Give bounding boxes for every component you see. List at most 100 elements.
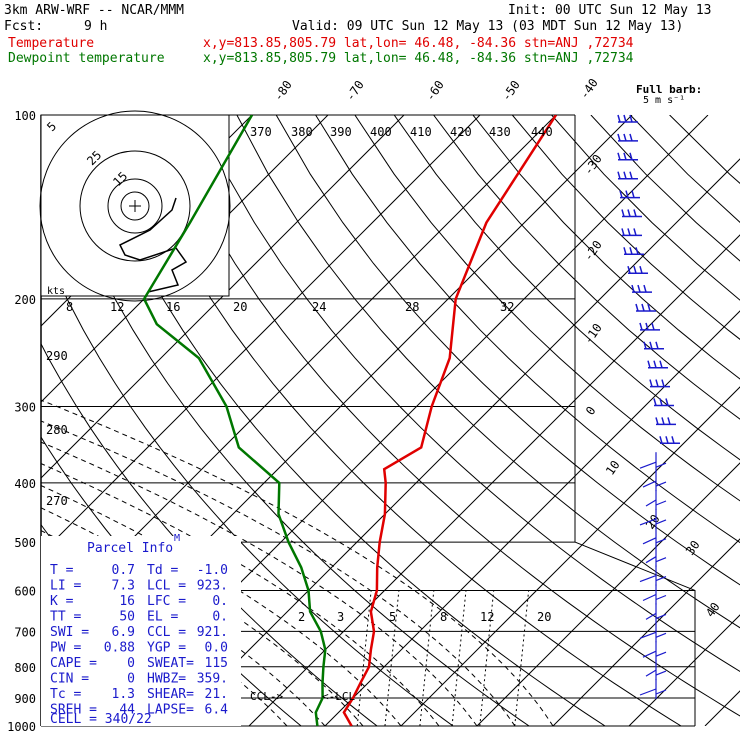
hodograph-speed-label: 32 xyxy=(500,300,514,314)
isotherm-label: 40 xyxy=(703,600,723,620)
barb-legend-unit: 5 m s⁻¹ xyxy=(643,95,685,106)
wind-barb xyxy=(639,565,667,586)
parcel-row-value: 0 xyxy=(127,672,135,687)
parcel-info-title: Parcel Info xyxy=(87,541,173,556)
parcel-row-label: CCL = xyxy=(147,625,186,640)
wind-barb xyxy=(627,265,648,274)
parcel-row-label: CIN = xyxy=(50,672,89,687)
isotherm-label: -80 xyxy=(271,78,295,104)
ccl-marker: CCL-> xyxy=(250,690,283,703)
parcel-row-value: 6.9 xyxy=(112,625,135,640)
parcel-row-label: EL = xyxy=(147,610,178,625)
parcel-row-value: 0.0 xyxy=(205,641,228,656)
parcel-row-value: 7.3 xyxy=(112,579,135,594)
wind-barbs xyxy=(617,114,680,699)
parcel-row-value: 0.88 xyxy=(104,641,135,656)
init-time: Init: 00 UTC Sun 12 May 13 xyxy=(508,3,712,18)
parcel-row-value: 115 xyxy=(205,656,228,671)
parcel-row-value: 1.3 xyxy=(112,687,135,702)
parcel-row-label: LI = xyxy=(50,579,81,594)
parcel-row-value: 16 xyxy=(119,594,135,609)
parcel-row-label: Td = xyxy=(147,563,178,578)
theta-label: 410 xyxy=(410,125,432,139)
wind-barb xyxy=(623,247,644,256)
wind-barb xyxy=(643,341,664,350)
wind-barb xyxy=(619,190,640,199)
isotherm-label: -70 xyxy=(343,78,367,104)
isotherm-label: -30 xyxy=(581,152,605,178)
wind-barb xyxy=(642,641,667,662)
wind-barb xyxy=(649,379,670,388)
parcel-row-label: CAPE = xyxy=(50,656,97,671)
wind-barb xyxy=(645,490,667,510)
wind-barb xyxy=(635,303,656,312)
wind-barb xyxy=(645,603,667,624)
isotherm-label: -50 xyxy=(499,78,523,104)
theta-side-label: 270 xyxy=(46,494,68,508)
isotherm-label: 10 xyxy=(603,458,623,478)
wind-barb xyxy=(617,152,638,161)
parcel-row-value: 359. xyxy=(197,672,228,687)
forecast-label: Fcst: xyxy=(4,19,43,34)
wind-barb xyxy=(642,527,667,548)
mixing-ratio-label: 2 xyxy=(298,610,305,624)
wind-barb xyxy=(655,417,676,426)
isotherm-label: -60 xyxy=(423,78,447,104)
theta-side-label: 290 xyxy=(46,349,68,363)
parcel-row-value: -1.0 xyxy=(197,563,228,578)
theta-label: 390 xyxy=(330,125,352,139)
wind-barb xyxy=(639,679,667,699)
parcel-row-value: 44 xyxy=(119,703,135,718)
parcel-row-label: SHEAR= xyxy=(147,687,194,702)
pressure-label: 500 xyxy=(14,536,36,550)
barb-legend-title: Full barb: xyxy=(636,83,702,96)
theta-side-label: 280 xyxy=(46,423,68,437)
forecast-hour: 9 h xyxy=(84,19,107,34)
wind-barb xyxy=(617,171,638,180)
wind-barb xyxy=(642,584,667,605)
wind-barb xyxy=(617,114,638,123)
m-marker: M xyxy=(174,533,180,544)
hodograph-speed-label: 12 xyxy=(110,300,124,314)
dewpoint-curve xyxy=(142,115,327,726)
parcel-row-value: 50 xyxy=(119,610,135,625)
wind-barb xyxy=(645,546,667,567)
wind-barb xyxy=(639,508,667,529)
parcel-row-label: K = xyxy=(50,594,74,609)
theta-label: 430 xyxy=(489,125,511,139)
wind-barb xyxy=(639,622,667,643)
parcel-row-value: 921. xyxy=(197,625,228,640)
mixing-ratio-label: 12 xyxy=(480,610,494,624)
parcel-row-label: HWBZ= xyxy=(147,672,186,687)
temperature-legend: Temperature xyxy=(8,36,94,51)
wind-barb xyxy=(621,209,642,218)
wind-barb xyxy=(617,133,638,142)
isotherm-label: 30 xyxy=(683,538,703,558)
isotherm-label: -40 xyxy=(577,76,601,102)
parcel-row-label: SWI = xyxy=(50,625,89,640)
lcl-marker: <-LCL xyxy=(322,690,355,703)
isotherm-label: -10 xyxy=(581,321,605,347)
pressure-label: 800 xyxy=(14,661,36,675)
pressure-label: 100 xyxy=(14,109,36,123)
pressure-label: 400 xyxy=(14,477,36,491)
valid-time: Valid: 09 UTC Sun 12 May 13 (03 MDT Sun … xyxy=(292,19,683,34)
parcel-row-label: T = xyxy=(50,563,74,578)
theta-label: 380 xyxy=(291,125,313,139)
mixing-ratio-label: 3 xyxy=(337,610,344,624)
parcel-row-value: 0 xyxy=(127,656,135,671)
dewpoint-location: x,y=813.85,805.79 lat,lon= 46.48, -84.36… xyxy=(203,51,634,66)
temperature-curve xyxy=(342,115,558,726)
wind-barb xyxy=(631,284,652,293)
model-title: 3km ARW-WRF -- NCAR/MMM xyxy=(4,3,184,18)
wind-barb xyxy=(639,452,667,473)
wind-barb xyxy=(642,471,667,492)
dewpoint-legend: Dewpoint temperature xyxy=(8,51,165,66)
theta-label: 400 xyxy=(370,125,392,139)
parcel-row-value: 0. xyxy=(212,610,228,625)
parcel-row-label: LAPSE= xyxy=(147,703,194,718)
cell-motion: CELL = 340/22 xyxy=(50,712,152,727)
hodograph-speed-label: 28 xyxy=(405,300,419,314)
